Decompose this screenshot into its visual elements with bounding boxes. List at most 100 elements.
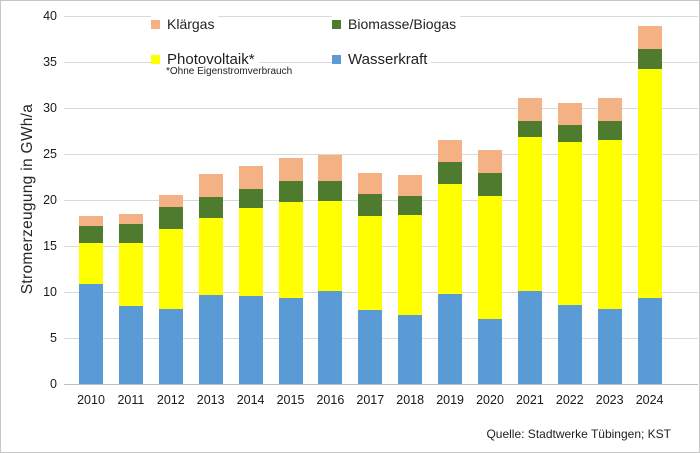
- gridline-0: [64, 384, 698, 385]
- bar-segment-klrgas-2020: [478, 150, 502, 174]
- bar-segment-wasserkraft-2013: [198, 294, 223, 384]
- legend-item-klrgas: Klärgas: [151, 15, 219, 33]
- bar-segment-klrgas-2019: [438, 140, 463, 163]
- x-tick-label-2010: 2010: [77, 393, 105, 407]
- legend-swatch-icon: [332, 19, 341, 29]
- y-tick-label-30: 30: [43, 101, 57, 115]
- bar-segment-biomassebiogas-2017: [358, 194, 383, 216]
- bar-segment-photovoltaik-2021: [517, 136, 542, 292]
- bar-segment-photovoltaik-2013: [198, 218, 223, 295]
- bar-segment-photovoltaik-2024: [637, 69, 662, 299]
- bar-segment-biomassebiogas-2016: [318, 180, 343, 201]
- legend-swatch-icon: [332, 55, 341, 64]
- legend-item-biomassebiogas: Biomasse/Biogas: [332, 15, 461, 33]
- x-tick-label-2019: 2019: [436, 393, 464, 407]
- y-tick-label-20: 20: [43, 193, 57, 207]
- legend-label: Biomasse/Biogas: [348, 16, 457, 32]
- legend-label: Photovoltaik*: [167, 51, 255, 68]
- bar-segment-klrgas-2024: [637, 26, 662, 50]
- x-tick-label-2023: 2023: [595, 393, 624, 407]
- bar-segment-biomassebiogas-2021: [517, 120, 542, 137]
- bar-segment-klrgas-2023: [597, 97, 622, 121]
- legend-footnote: *Ohne Eigenstromverbrauch: [164, 66, 295, 77]
- bar-segment-photovoltaik-2015: [278, 201, 303, 298]
- bar-segment-klrgas-2018: [398, 175, 423, 197]
- x-tick-label-2013: 2013: [196, 393, 225, 407]
- bar-2012: [158, 194, 183, 384]
- bar-segment-klrgas-2011: [118, 213, 143, 224]
- bar-segment-photovoltaik-2017: [358, 215, 383, 311]
- x-tick-label-2024: 2024: [635, 393, 664, 407]
- bar-segment-wasserkraft-2010: [79, 283, 103, 384]
- x-tick-label-2014: 2014: [236, 393, 265, 407]
- bar-segment-wasserkraft-2012: [158, 309, 183, 384]
- bar-segment-biomassebiogas-2024: [637, 49, 662, 70]
- bar-segment-photovoltaik-2014: [238, 208, 263, 296]
- x-tick-label-2020: 2020: [476, 393, 504, 407]
- bar-segment-wasserkraft-2022: [557, 304, 582, 384]
- x-tick-label-2016: 2016: [316, 393, 345, 407]
- bar-segment-wasserkraft-2019: [438, 293, 463, 384]
- bar-2010: [79, 215, 103, 384]
- bar-segment-photovoltaik-2011: [118, 243, 143, 306]
- x-tick-label-2022: 2022: [555, 393, 584, 407]
- bar-2018: [398, 175, 423, 384]
- bar-segment-biomassebiogas-2023: [597, 120, 622, 141]
- bar-segment-klrgas-2013: [198, 174, 223, 198]
- bar-segment-biomassebiogas-2011: [118, 223, 143, 244]
- bar-segment-wasserkraft-2016: [318, 291, 343, 384]
- bar-segment-wasserkraft-2011: [118, 305, 143, 384]
- legend-item-photovoltaik: Photovoltaik*: [151, 50, 259, 69]
- x-tick-label-2018: 2018: [396, 393, 425, 407]
- legend-swatch-icon: [151, 55, 160, 64]
- bar-segment-biomassebiogas-2013: [198, 197, 223, 219]
- gridline-30: [64, 108, 698, 109]
- x-tick-label-2015: 2015: [276, 393, 305, 407]
- bar-2014: [238, 165, 263, 384]
- gridline-25: [64, 154, 698, 155]
- bar-segment-photovoltaik-2022: [557, 142, 582, 305]
- bar-segment-biomassebiogas-2020: [478, 173, 502, 197]
- y-tick-label-40: 40: [43, 9, 57, 23]
- bar-segment-biomassebiogas-2015: [278, 180, 303, 202]
- x-tick-label-2012: 2012: [156, 393, 185, 407]
- bar-segment-biomassebiogas-2012: [158, 207, 183, 229]
- bar-2020: [478, 150, 502, 384]
- y-tick-label-35: 35: [43, 55, 57, 69]
- bar-segment-klrgas-2016: [318, 154, 343, 181]
- y-tick-label-10: 10: [43, 285, 57, 299]
- bar-2011: [118, 213, 143, 384]
- bar-segment-photovoltaik-2016: [318, 200, 343, 292]
- bar-segment-wasserkraft-2021: [517, 291, 542, 384]
- x-tick-label-2017: 2017: [356, 393, 385, 407]
- legend-label: Wasserkraft: [348, 51, 428, 68]
- bar-segment-biomassebiogas-2019: [438, 162, 463, 185]
- bar-segment-photovoltaik-2023: [597, 140, 622, 310]
- legend-swatch-icon: [151, 19, 160, 29]
- bar-2015: [278, 157, 303, 384]
- bar-segment-biomassebiogas-2018: [398, 196, 423, 215]
- bar-segment-photovoltaik-2010: [79, 243, 103, 284]
- y-tick-label-5: 5: [50, 331, 57, 345]
- y-tick-label-25: 25: [43, 147, 57, 161]
- legend-label: Klärgas: [167, 16, 215, 32]
- bar-segment-klrgas-2015: [278, 157, 303, 181]
- bar-2016: [318, 154, 343, 384]
- bar-2021: [517, 97, 542, 384]
- y-tick-label-0: 0: [50, 377, 57, 391]
- bar-segment-wasserkraft-2015: [278, 297, 303, 384]
- bar-2019: [438, 140, 463, 384]
- x-tick-label-2021: 2021: [515, 393, 544, 407]
- bar-segment-wasserkraft-2024: [637, 298, 662, 384]
- bar-segment-klrgas-2012: [158, 194, 183, 208]
- bar-segment-wasserkraft-2020: [478, 318, 502, 384]
- bar-2022: [557, 103, 582, 384]
- bar-segment-biomassebiogas-2014: [238, 188, 263, 209]
- bar-segment-photovoltaik-2020: [478, 196, 502, 319]
- x-tick-label-2011: 2011: [117, 393, 145, 407]
- bar-segment-klrgas-2017: [358, 173, 383, 195]
- bar-2024: [637, 26, 662, 384]
- bar-segment-klrgas-2022: [557, 103, 582, 125]
- bar-2023: [597, 97, 622, 384]
